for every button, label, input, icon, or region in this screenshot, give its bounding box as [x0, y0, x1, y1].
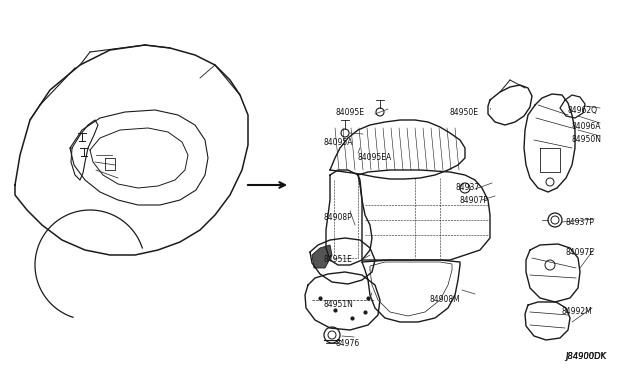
Text: 84962Q: 84962Q [567, 106, 597, 115]
Polygon shape [312, 245, 332, 268]
Text: J84900DK: J84900DK [565, 352, 606, 361]
Text: 84950N: 84950N [572, 135, 602, 144]
Text: 84976: 84976 [336, 339, 360, 348]
Text: 84908M: 84908M [430, 295, 461, 304]
Text: 84951E: 84951E [323, 255, 352, 264]
Text: 84095E: 84095E [335, 108, 364, 117]
Text: 84992M: 84992M [562, 307, 593, 316]
Text: J84900DK: J84900DK [565, 352, 606, 361]
Text: 84908P: 84908P [323, 213, 352, 222]
Text: 84907P: 84907P [459, 196, 488, 205]
Text: 84951N: 84951N [323, 300, 353, 309]
Text: 84095EA: 84095EA [358, 153, 392, 162]
Text: 84096A: 84096A [572, 122, 602, 131]
Text: 84095A: 84095A [323, 138, 353, 147]
Text: 84937: 84937 [456, 183, 480, 192]
Text: 84950E: 84950E [450, 108, 479, 117]
Text: 84097E: 84097E [565, 248, 594, 257]
Text: 84937P: 84937P [566, 218, 595, 227]
